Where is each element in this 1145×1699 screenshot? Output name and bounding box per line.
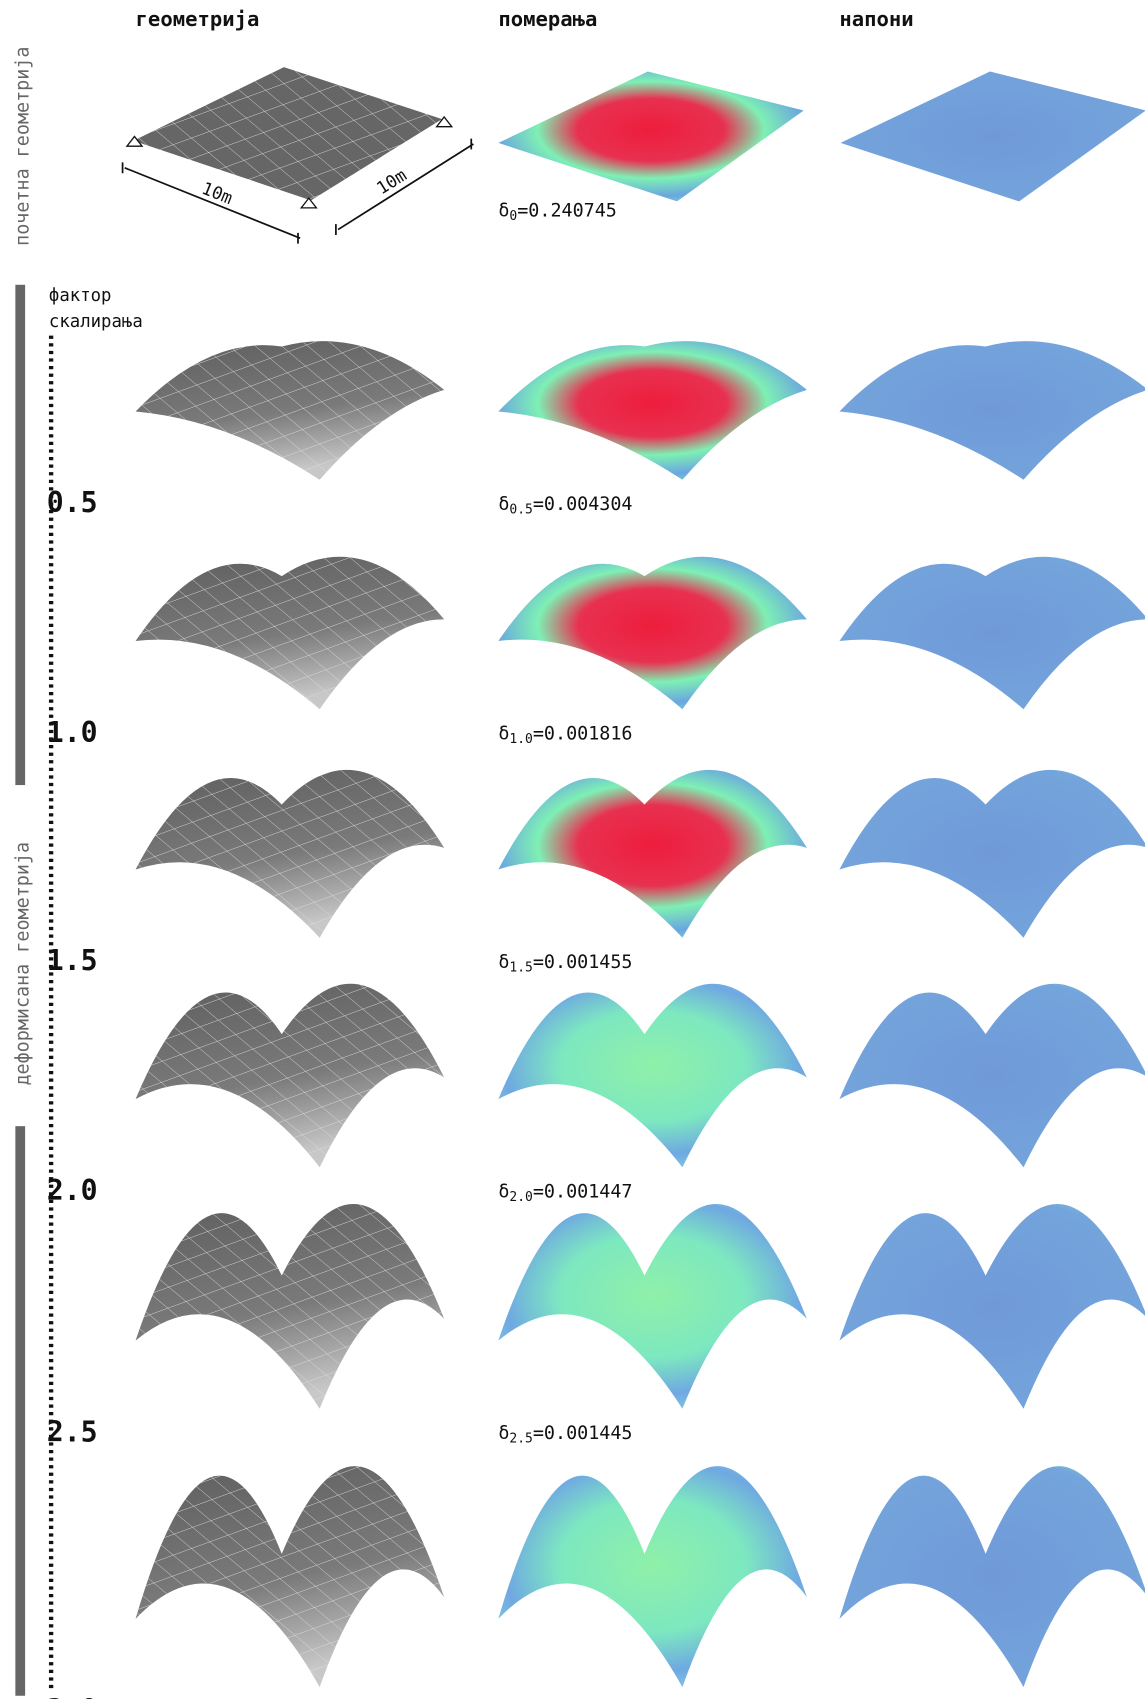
side-label: деформисана геометрија (12, 842, 33, 1086)
delta-value: =0.004304 (533, 494, 633, 515)
delta-value: =0.001816 (533, 724, 633, 745)
delta-symbol: δ (498, 1423, 509, 1444)
figure: геометрија померања напони почетна геоме… (0, 0, 1145, 1699)
scale-factor: 2.5 (47, 1415, 98, 1448)
delta-subscript: 2.5 (509, 1431, 532, 1446)
stress-map (839, 770, 1145, 938)
side-label: почетна геометрија (12, 47, 33, 246)
geometry-grid (136, 1466, 445, 1687)
delta-symbol: δ (498, 724, 509, 745)
geometry-grid (136, 984, 445, 1168)
dimension-label: 10m (199, 179, 235, 209)
delta-symbol: δ (498, 952, 509, 973)
delta-value: =0.001445 (533, 1423, 633, 1444)
delta-label: δ2.0=0.001447 (498, 1182, 632, 1205)
initial-geometry (123, 67, 474, 244)
scale-label: скалирања (49, 312, 143, 332)
side-bar (15, 285, 25, 785)
dimension-label: 10m (373, 166, 410, 200)
delta-subscript: 1.0 (509, 732, 532, 747)
scale-factor: 1.0 (47, 716, 98, 749)
stress-map (839, 1204, 1145, 1409)
stress-map (839, 984, 1145, 1168)
displacement-map (498, 770, 807, 938)
scale-factor: 0.5 (47, 486, 98, 519)
delta-symbol: δ (498, 1182, 509, 1203)
stress-map (839, 557, 1145, 710)
displacement-map (498, 1466, 807, 1687)
scale-factor: 2.0 (47, 1174, 98, 1207)
side-bar (15, 1126, 25, 1696)
scale-factor: 3.0 (47, 1694, 98, 1699)
delta-subscript: 0.5 (509, 502, 532, 517)
column-header: геометрија (136, 7, 260, 31)
geometry-grid (136, 1204, 445, 1409)
stress-map (839, 1466, 1145, 1687)
stress-map (839, 341, 1145, 480)
delta-label: δ1.5=0.001455 (498, 952, 632, 975)
displacement-map (498, 557, 807, 710)
displacement-map (498, 71, 803, 201)
delta-symbol: δ (498, 494, 509, 515)
delta-label: δ2.5=0.001445 (498, 1423, 632, 1446)
column-header: напони (839, 7, 913, 31)
delta-label: δ0=0.240745 (498, 201, 617, 224)
stress-map (841, 71, 1145, 201)
displacement-map (498, 341, 807, 480)
scale-factor: 1.5 (47, 944, 98, 977)
delta-subscript: 1.5 (509, 960, 532, 975)
delta-value: =0.001455 (533, 952, 633, 973)
scale-label: фактор (49, 286, 112, 306)
delta-label: δ1.0=0.001816 (498, 724, 632, 747)
delta-label: δ0.5=0.004304 (498, 494, 632, 517)
geometry-grid (136, 770, 445, 938)
delta-subscript: 2.0 (509, 1190, 532, 1205)
geometry-grid (136, 341, 445, 480)
column-header: померања (498, 7, 597, 31)
delta-value: =0.001447 (533, 1182, 633, 1203)
displacement-map (498, 984, 807, 1168)
geometry-grid (136, 557, 445, 710)
displacement-map (498, 1204, 807, 1409)
